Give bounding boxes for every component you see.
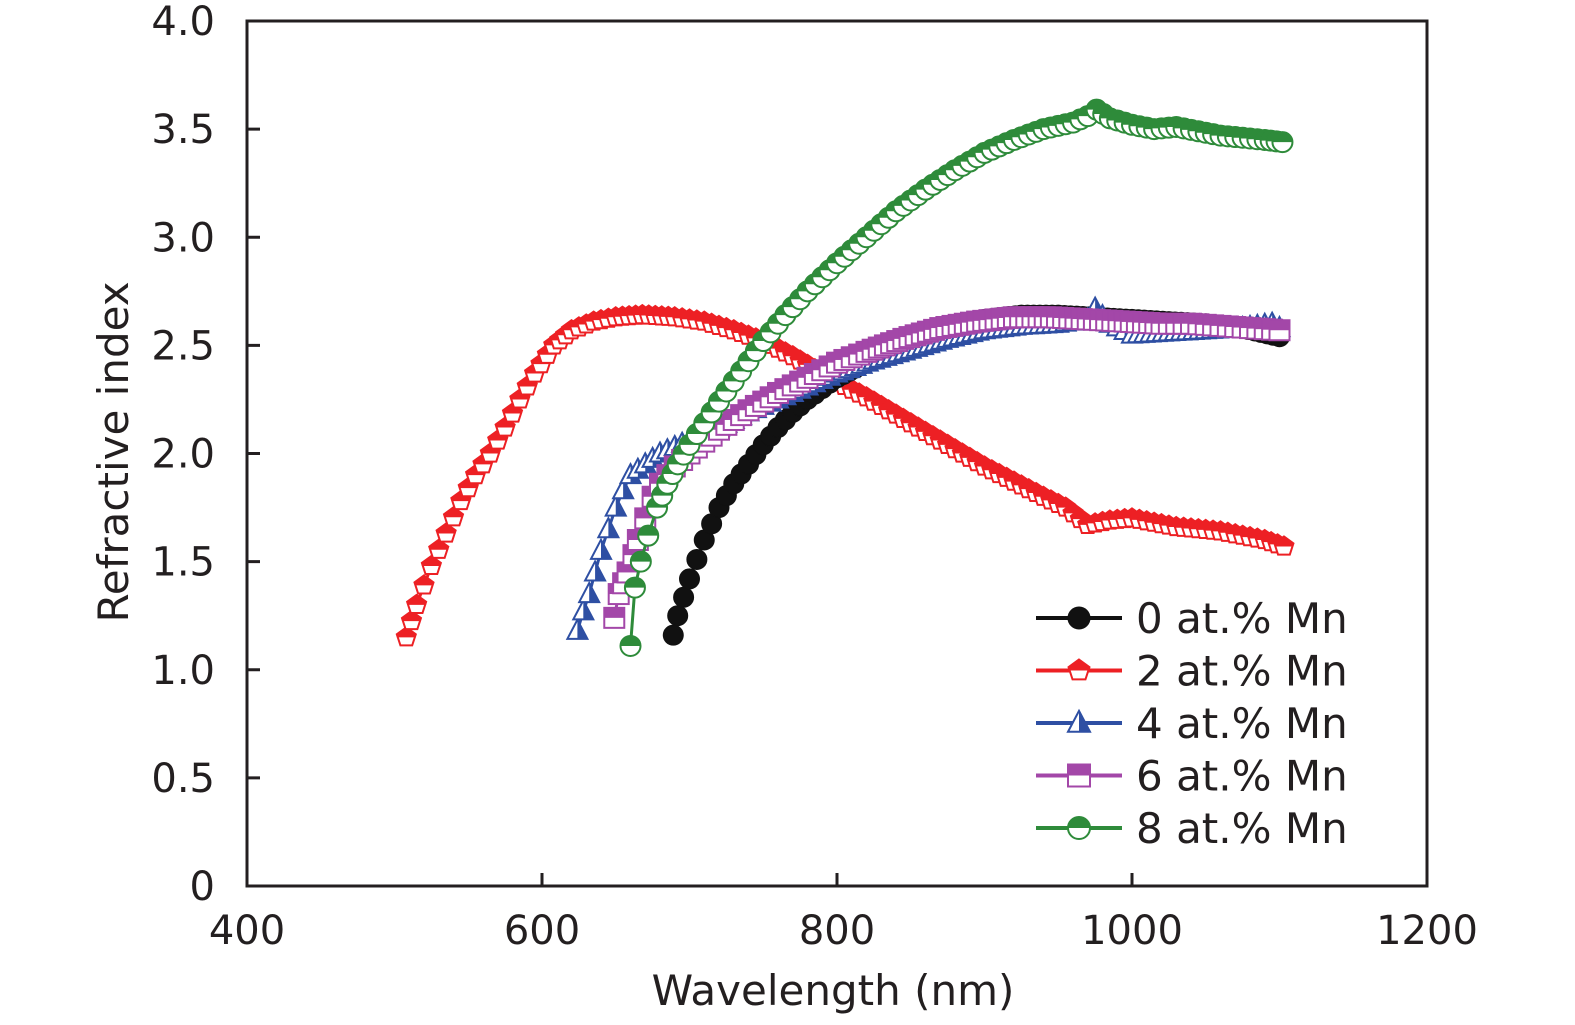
data-point	[428, 538, 450, 559]
data-point	[629, 550, 652, 573]
legend-label: 6 at.% Mn	[1136, 752, 1348, 801]
data-point	[686, 548, 708, 570]
data-point	[395, 626, 417, 647]
data-point	[611, 477, 635, 500]
data-point	[405, 593, 428, 614]
data-point	[420, 554, 443, 576]
y-axis-title: Refractive index	[89, 281, 138, 622]
data-point	[1273, 535, 1295, 556]
data-point	[571, 598, 595, 621]
data-point	[637, 524, 660, 547]
data-point	[577, 580, 601, 604]
data-point	[619, 634, 642, 657]
legend-item: 2 at.% Mn	[1036, 647, 1348, 696]
data-point	[604, 494, 628, 517]
data-point	[435, 522, 457, 543]
y-tick-label: 0.5	[151, 756, 215, 802]
legend-label: 4 at.% Mn	[1136, 699, 1348, 748]
data-point	[1067, 606, 1091, 630]
y-tick-label: 2.5	[151, 323, 215, 369]
series-line	[671, 313, 1280, 636]
data-point	[589, 537, 613, 560]
data-point	[1271, 131, 1294, 154]
series-line	[612, 315, 1280, 619]
y-tick-label: 3.5	[151, 107, 215, 153]
y-tick-label: 1.0	[151, 648, 215, 694]
data-point	[400, 609, 423, 631]
series-layer	[395, 98, 1295, 657]
data-point	[1067, 816, 1091, 840]
legend: 0 at.% Mn2 at.% Mn4 at.% Mn6 at.% Mn8 at…	[1036, 594, 1348, 853]
legend-label: 2 at.% Mn	[1136, 647, 1348, 696]
legend-label: 8 at.% Mn	[1136, 804, 1348, 853]
y-tick-label: 0	[190, 864, 215, 910]
data-point	[442, 506, 465, 527]
series-2-at-mn	[395, 303, 1295, 647]
data-point	[596, 516, 621, 539]
data-point	[583, 559, 607, 582]
data-point	[1268, 319, 1291, 342]
data-point	[1066, 708, 1092, 733]
x-tick-label: 400	[209, 908, 285, 954]
data-point	[603, 606, 626, 629]
x-tick-label: 800	[799, 908, 875, 954]
data-point	[667, 605, 689, 627]
data-point	[1067, 763, 1091, 788]
x-tick-label: 1200	[1376, 908, 1478, 954]
y-tick-label: 3.0	[151, 215, 215, 261]
y-tick-label: 1.5	[151, 540, 215, 586]
legend-item: 4 at.% Mn	[1036, 699, 1348, 748]
y-tick-label: 2.0	[151, 432, 215, 478]
x-tick-label: 600	[504, 908, 580, 954]
legend-item: 8 at.% Mn	[1036, 804, 1348, 853]
data-point	[673, 586, 695, 608]
series-8-at-mn	[619, 98, 1294, 657]
x-axis-title: Wavelength (nm)	[652, 966, 1015, 1015]
series-6-at-mn	[603, 306, 1291, 629]
data-point	[662, 624, 684, 646]
data-point	[1067, 658, 1091, 681]
data-point	[565, 617, 590, 640]
y-tick-label: 4.0	[151, 0, 215, 45]
y-axis: 0 0.5 1.0 1.5 2.0 2.5 3.0 3.5 4.0	[151, 0, 260, 910]
legend-label: 0 at.% Mn	[1136, 594, 1348, 643]
legend-item: 0 at.% Mn	[1036, 594, 1348, 643]
x-axis: 400 600 800 1000 1200	[209, 873, 1478, 954]
data-point	[623, 576, 646, 599]
x-tick-label: 1000	[1081, 908, 1183, 954]
legend-item: 6 at.% Mn	[1036, 752, 1348, 801]
data-point	[679, 568, 700, 590]
data-point	[413, 574, 435, 595]
